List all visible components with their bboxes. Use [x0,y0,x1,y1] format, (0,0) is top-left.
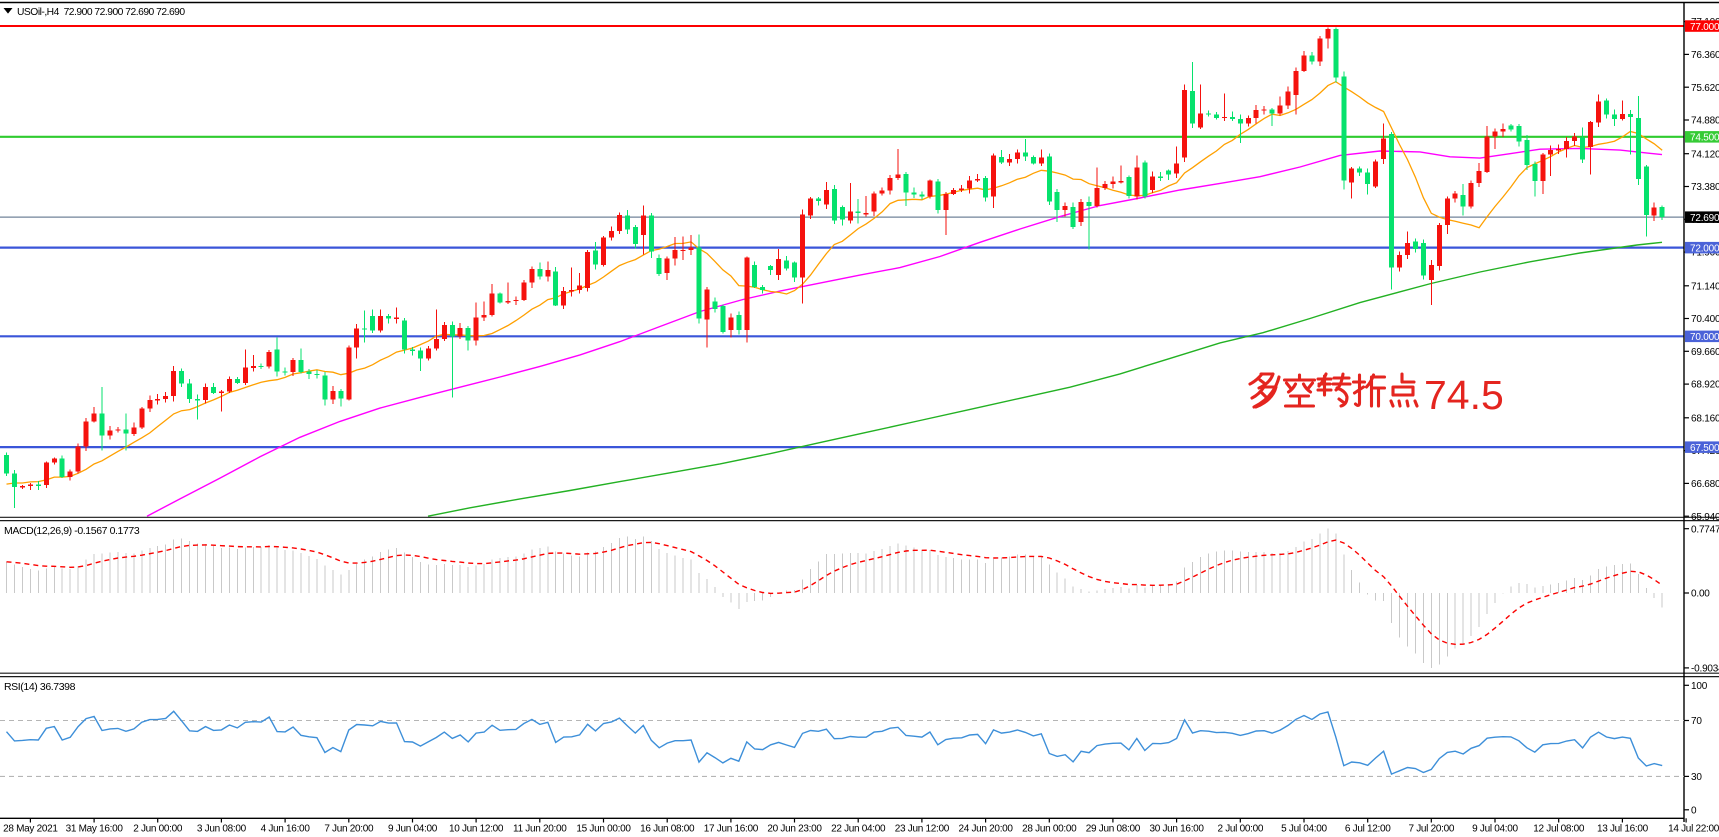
svg-text:13 Jul 16:00: 13 Jul 16:00 [1597,824,1649,835]
svg-text:66.680: 66.680 [1691,479,1719,490]
svg-text:29 Jun 08:00: 29 Jun 08:00 [1086,824,1141,835]
svg-text:31 May 16:00: 31 May 16:00 [66,824,124,835]
svg-text:MACD(12,26,9) -0.1567 0.1773: MACD(12,26,9) -0.1567 0.1773 [4,525,140,537]
svg-text:100: 100 [1691,681,1708,692]
svg-text:2 Jul 00:00: 2 Jul 00:00 [1217,824,1263,835]
svg-text:67.500: 67.500 [1690,443,1719,454]
svg-text:65.940: 65.940 [1691,512,1719,523]
svg-text:0.00: 0.00 [1691,589,1710,600]
svg-text:17 Jun 16:00: 17 Jun 16:00 [704,824,759,835]
svg-text:11 Jun 20:00: 11 Jun 20:00 [513,824,567,835]
svg-text:9 Jun 04:00: 9 Jun 04:00 [388,824,438,835]
svg-text:7 Jul 20:00: 7 Jul 20:00 [1408,824,1454,835]
svg-text:28 Jun 00:00: 28 Jun 00:00 [1022,824,1077,835]
svg-text:3 Jun 08:00: 3 Jun 08:00 [197,824,247,835]
svg-text:72.000: 72.000 [1690,243,1719,254]
svg-text:28 May 2021: 28 May 2021 [3,824,58,835]
svg-text:23 Jun 12:00: 23 Jun 12:00 [895,824,950,835]
svg-text:2 Jun 00:00: 2 Jun 00:00 [133,824,183,835]
svg-text:USOil-,H4 72.900 72.900 72.69: USOil-,H4 72.900 72.900 72.690 72.690 [17,7,185,18]
svg-text:RSI(14) 36.7398: RSI(14) 36.7398 [4,681,76,693]
svg-text:74.500: 74.500 [1690,133,1719,144]
svg-text:69.660: 69.660 [1691,347,1719,358]
svg-text:20 Jun 23:00: 20 Jun 23:00 [767,824,822,835]
svg-text:15 Jun 00:00: 15 Jun 00:00 [576,824,631,835]
svg-text:73.380: 73.380 [1691,182,1719,193]
svg-text:70.400: 70.400 [1691,314,1719,325]
svg-text:22 Jun 04:00: 22 Jun 04:00 [831,824,886,835]
svg-text:68.920: 68.920 [1691,380,1719,391]
svg-text:74.5: 74.5 [1424,372,1504,418]
svg-text:16 Jun 08:00: 16 Jun 08:00 [640,824,695,835]
svg-text:30: 30 [1691,772,1702,783]
svg-text:30 Jun 16:00: 30 Jun 16:00 [1149,824,1204,835]
svg-text:68.160: 68.160 [1691,413,1719,424]
svg-text:6 Jul 12:00: 6 Jul 12:00 [1345,824,1391,835]
svg-text:72.690: 72.690 [1690,213,1719,224]
svg-text:0: 0 [1691,805,1697,816]
svg-text:12 Jul 08:00: 12 Jul 08:00 [1533,824,1585,835]
svg-text:77.000: 77.000 [1690,22,1719,33]
svg-text:4 Jun 16:00: 4 Jun 16:00 [261,824,311,835]
svg-text:74.880: 74.880 [1691,116,1719,127]
svg-text:0.7747: 0.7747 [1691,524,1719,535]
svg-text:76.360: 76.360 [1691,50,1719,61]
svg-text:-0.9034: -0.9034 [1691,664,1719,675]
svg-text:10 Jun 12:00: 10 Jun 12:00 [449,824,504,835]
svg-text:5 Jul 04:00: 5 Jul 04:00 [1281,824,1327,835]
svg-text:9 Jul 04:00: 9 Jul 04:00 [1472,824,1518,835]
svg-text:74.120: 74.120 [1691,149,1719,160]
svg-text:70: 70 [1691,716,1702,727]
svg-text:71.140: 71.140 [1691,281,1719,292]
svg-text:70.000: 70.000 [1690,332,1719,343]
svg-text:14 Jul 22:00: 14 Jul 22:00 [1668,824,1719,835]
svg-text:7 Jun 20:00: 7 Jun 20:00 [324,824,374,835]
svg-text:24 Jun 20:00: 24 Jun 20:00 [958,824,1013,835]
svg-text:75.620: 75.620 [1691,83,1719,94]
